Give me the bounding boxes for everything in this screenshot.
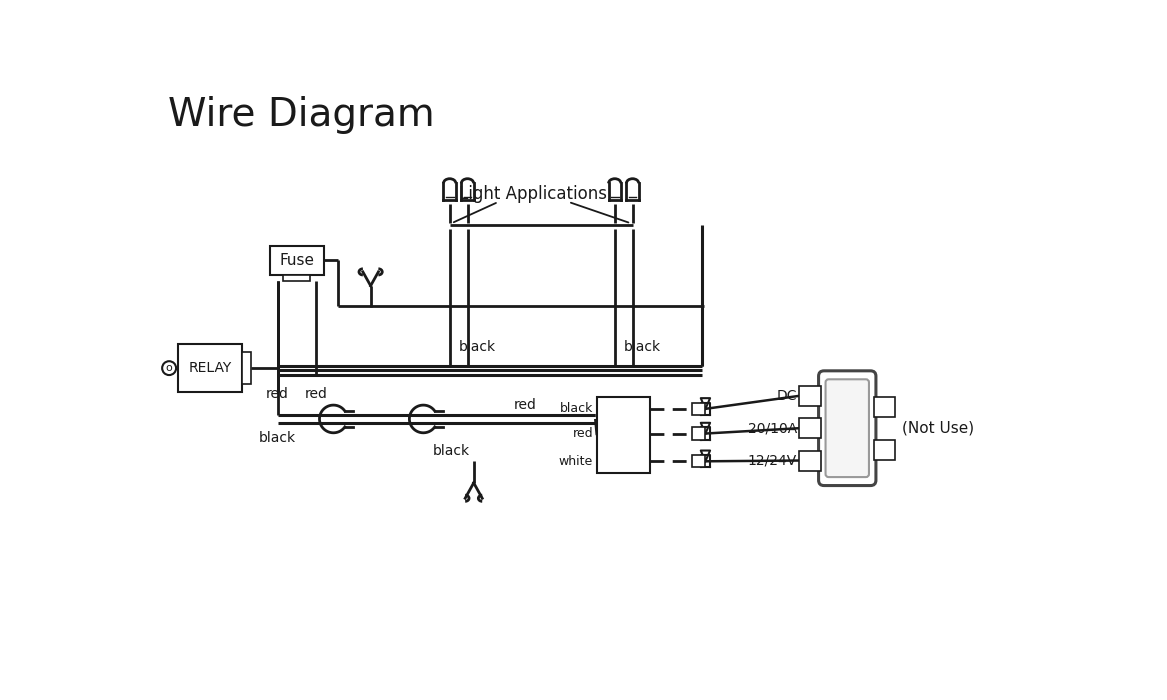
Circle shape: [162, 361, 176, 375]
Text: black: black: [259, 431, 296, 445]
Text: Fuse: Fuse: [280, 253, 314, 268]
Bar: [874, 397, 895, 416]
Text: black: black: [433, 444, 470, 458]
Bar: [799, 386, 820, 406]
Text: red: red: [266, 386, 289, 400]
Text: red: red: [573, 427, 593, 440]
Bar: [874, 440, 895, 460]
Text: RELAY: RELAY: [189, 361, 232, 375]
Bar: [242, 352, 251, 384]
Text: Wire Diagram: Wire Diagram: [168, 95, 434, 134]
Bar: [284, 275, 310, 281]
Bar: [179, 344, 242, 392]
Text: 12/24V: 12/24V: [748, 454, 797, 468]
Text: white: white: [559, 455, 593, 468]
Text: black: black: [560, 402, 593, 415]
Text: red: red: [515, 398, 537, 412]
Bar: [692, 455, 705, 468]
Bar: [799, 451, 820, 470]
Bar: [692, 428, 705, 440]
Text: (Not Use): (Not Use): [901, 421, 973, 435]
Text: black: black: [459, 340, 496, 354]
Text: DC: DC: [776, 389, 797, 403]
Bar: [598, 398, 650, 473]
Text: o: o: [166, 363, 173, 373]
Bar: [799, 418, 820, 438]
Text: 20/10A: 20/10A: [748, 421, 797, 435]
Text: Light Applications: Light Applications: [460, 185, 607, 203]
Bar: [270, 246, 324, 275]
Text: red: red: [305, 386, 328, 400]
Bar: [692, 402, 705, 415]
FancyBboxPatch shape: [818, 371, 876, 486]
Text: black: black: [624, 340, 662, 354]
FancyBboxPatch shape: [825, 379, 869, 477]
